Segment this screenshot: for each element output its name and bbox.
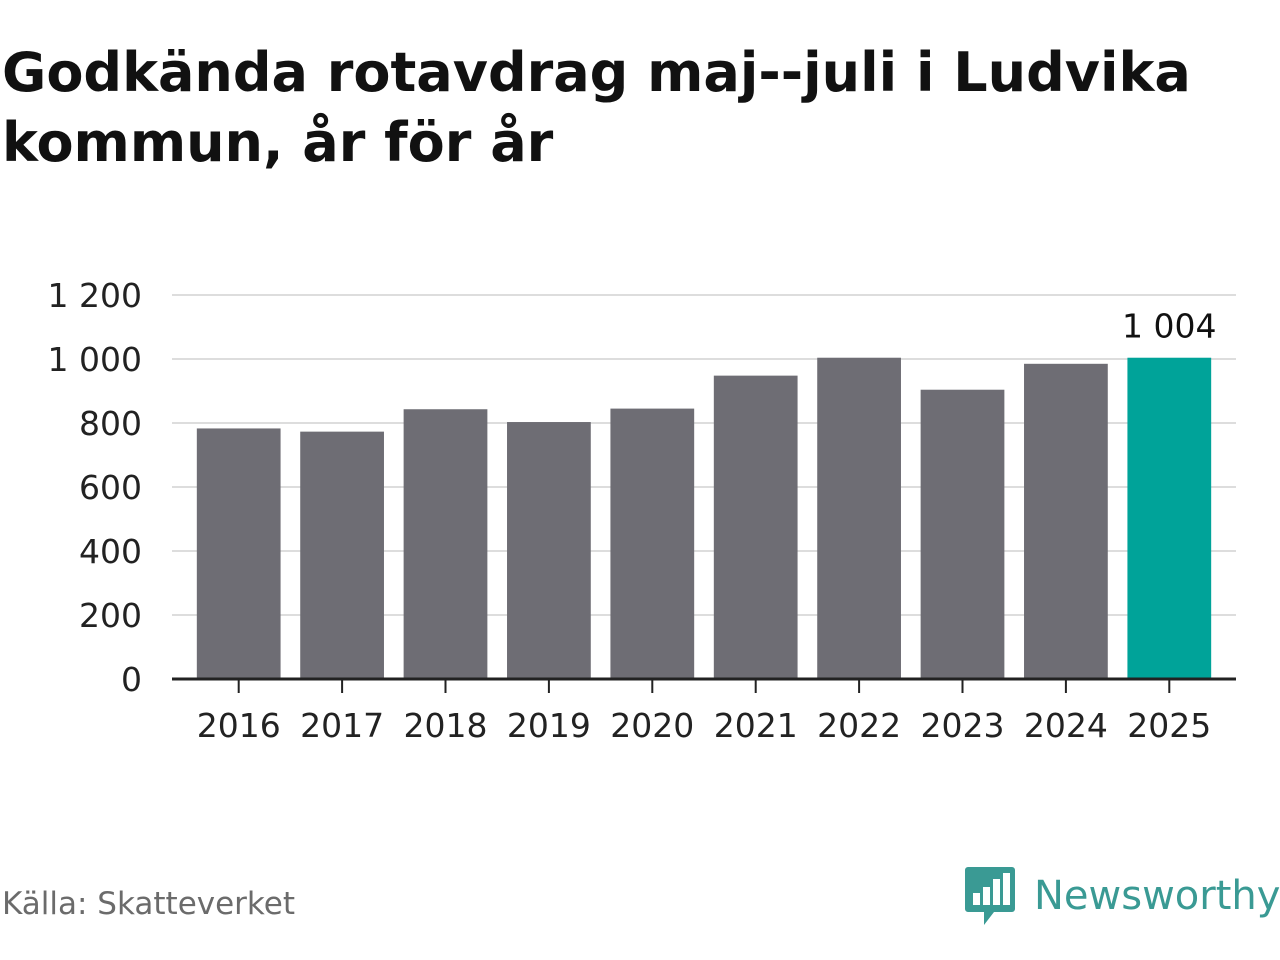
- y-tick-label: 0: [121, 660, 142, 699]
- brand-name: Newsworthy: [1034, 873, 1280, 919]
- data-label: 1 004: [1122, 307, 1216, 346]
- y-tick-label: 200: [79, 596, 142, 635]
- bar: [507, 422, 591, 679]
- x-tick-label: 2023: [921, 706, 1005, 745]
- bar: [713, 375, 798, 679]
- x-tick-label: 2021: [714, 706, 798, 745]
- x-tick-label: 2019: [507, 706, 591, 745]
- bar: [403, 409, 488, 679]
- bar: [817, 357, 901, 679]
- x-tick-label: 2018: [404, 706, 488, 745]
- x-tick-label: 2017: [300, 706, 384, 745]
- brand-logo: Newsworthy: [964, 864, 1280, 928]
- x-tick-label: 2025: [1127, 706, 1211, 745]
- y-tick-label: 1 200: [48, 276, 142, 315]
- y-tick-label: 1 000: [48, 340, 142, 379]
- bar: [196, 428, 281, 679]
- bar: [1127, 357, 1212, 679]
- bar: [1024, 363, 1108, 679]
- y-tick-label: 800: [79, 404, 142, 443]
- bar: [920, 389, 1005, 679]
- newsworthy-logo-icon: [965, 867, 1015, 925]
- y-tick-label: 400: [79, 532, 142, 571]
- bar: [610, 408, 695, 679]
- bar: [300, 431, 384, 679]
- x-tick-label: 2022: [817, 706, 901, 745]
- x-tick-label: 2024: [1024, 706, 1108, 745]
- x-tick-label: 2020: [610, 706, 694, 745]
- y-tick-label: 600: [79, 468, 142, 507]
- source-note: Källa: Skatteverket: [2, 886, 296, 922]
- chart-title: Godkända rotavdrag maj--juli i Ludvika k…: [2, 41, 1191, 174]
- x-tick-label: 2016: [197, 706, 281, 745]
